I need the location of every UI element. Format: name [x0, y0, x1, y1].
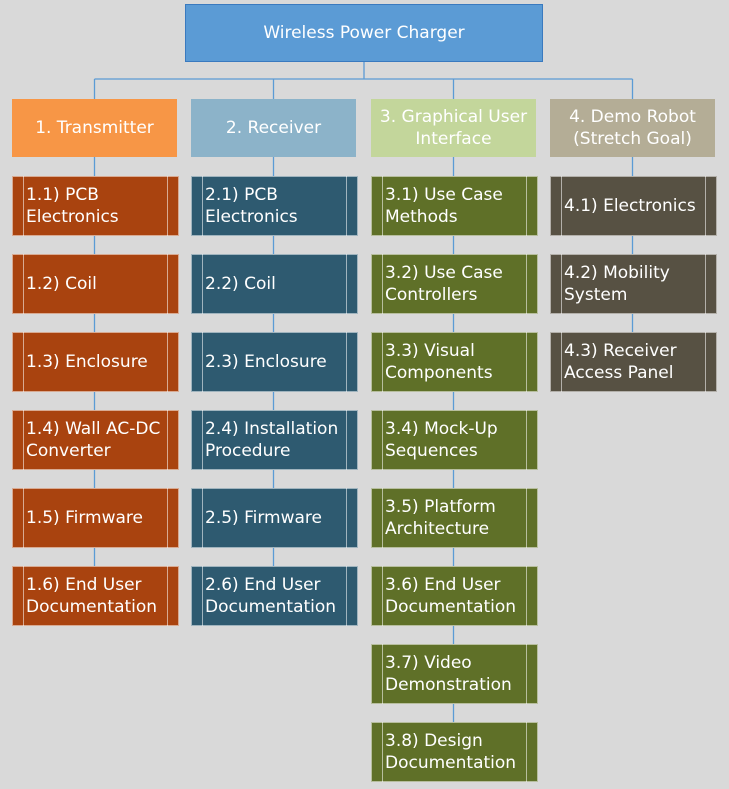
task-3-6: 3.6) End User Documentation: [371, 566, 538, 626]
task-2-2: 2.2) Coil: [191, 254, 358, 314]
task-4-1: 4.1) Electronics: [550, 176, 717, 236]
task-label: 1.6) End User Documentation: [26, 574, 158, 617]
column-head-transmitter: 1. Transmitter: [12, 99, 177, 157]
task-label: 1.4) Wall AC-DC Converter: [26, 418, 161, 461]
task-label: 3.4) Mock-Up Sequences: [385, 418, 498, 461]
task-2-3: 2.3) Enclosure: [191, 332, 358, 392]
task-label: 2.3) Enclosure: [205, 351, 327, 372]
head-label: 1. Transmitter: [35, 117, 154, 138]
task-2-5: 2.5) Firmware: [191, 488, 358, 548]
task-3-8: 3.8) Design Documentation: [371, 722, 538, 782]
column-head-demo-robot: 4. Demo Robot (Stretch Goal): [550, 99, 715, 157]
column-head-gui: 3. Graphical User Interface: [371, 99, 536, 157]
task-3-3: 3.3) Visual Components: [371, 332, 538, 392]
task-1-4: 1.4) Wall AC-DC Converter: [12, 410, 179, 470]
task-1-2: 1.2) Coil: [12, 254, 179, 314]
task-label: 1.2) Coil: [26, 273, 97, 294]
task-label: 2.6) End User Documentation: [205, 574, 337, 617]
task-label: 2.4) Installation Procedure: [205, 418, 339, 461]
head-label: 3. Graphical User Interface: [379, 106, 528, 149]
task-label: 3.7) Video Demonstration: [385, 652, 512, 695]
task-label: 4.3) Receiver Access Panel: [564, 340, 677, 383]
task-label: 2.5) Firmware: [205, 507, 322, 528]
task-label: 3.3) Visual Components: [385, 340, 493, 383]
task-4-3: 4.3) Receiver Access Panel: [550, 332, 717, 392]
task-label: 1.5) Firmware: [26, 507, 143, 528]
task-3-2: 3.2) Use Case Controllers: [371, 254, 538, 314]
task-3-1: 3.1) Use Case Methods: [371, 176, 538, 236]
task-label: 3.5) Platform Architecture: [385, 496, 496, 539]
head-label: 2. Receiver: [225, 117, 322, 138]
task-label: 4.1) Electronics: [564, 195, 696, 216]
task-3-7: 3.7) Video Demonstration: [371, 644, 538, 704]
task-3-4: 3.4) Mock-Up Sequences: [371, 410, 538, 470]
column-head-receiver: 2. Receiver: [191, 99, 356, 157]
task-label: 2.1) PCB Electronics: [205, 184, 298, 227]
task-label: 1.1) PCB Electronics: [26, 184, 119, 227]
task-4-2: 4.2) Mobility System: [550, 254, 717, 314]
head-label: 4. Demo Robot (Stretch Goal): [569, 106, 696, 149]
task-2-1: 2.1) PCB Electronics: [191, 176, 358, 236]
task-label: 4.2) Mobility System: [564, 262, 670, 305]
task-label: 2.2) Coil: [205, 273, 276, 294]
task-2-4: 2.4) Installation Procedure: [191, 410, 358, 470]
task-label: 3.6) End User Documentation: [385, 574, 517, 617]
task-label: 3.1) Use Case Methods: [385, 184, 503, 227]
task-1-6: 1.6) End User Documentation: [12, 566, 179, 626]
task-1-5: 1.5) Firmware: [12, 488, 179, 548]
task-2-6: 2.6) End User Documentation: [191, 566, 358, 626]
task-1-1: 1.1) PCB Electronics: [12, 176, 179, 236]
task-label: 3.8) Design Documentation: [385, 730, 517, 773]
task-label: 1.3) Enclosure: [26, 351, 148, 372]
task-3-5: 3.5) Platform Architecture: [371, 488, 538, 548]
root-node: Wireless Power Charger: [185, 4, 543, 62]
task-label: 3.2) Use Case Controllers: [385, 262, 503, 305]
root-label: Wireless Power Charger: [263, 22, 465, 43]
task-1-3: 1.3) Enclosure: [12, 332, 179, 392]
